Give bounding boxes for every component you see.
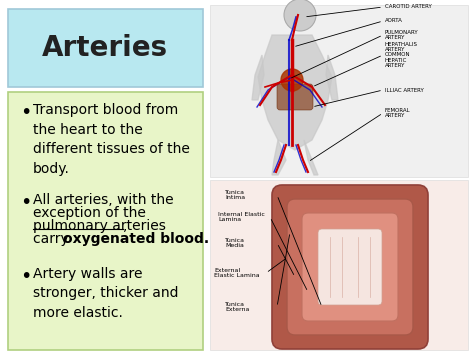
Text: Artery walls are
stronger, thicker and
more elastic.: Artery walls are stronger, thicker and m… <box>33 267 179 320</box>
Text: pulmonary arteries: pulmonary arteries <box>33 219 166 233</box>
Text: carry: carry <box>33 232 73 246</box>
Polygon shape <box>258 35 332 150</box>
Text: FEMORAL
ARTERY: FEMORAL ARTERY <box>385 108 410 118</box>
FancyBboxPatch shape <box>277 84 313 110</box>
Text: HEPATHALIS
ARTERY
COMMON
HEPATIC
ARTERY: HEPATHALIS ARTERY COMMON HEPATIC ARTERY <box>385 42 418 68</box>
Text: Transport blood from
the heart to the
different tissues of the
body.: Transport blood from the heart to the di… <box>33 103 190 175</box>
Text: Tunica
Externa: Tunica Externa <box>225 302 249 312</box>
Text: •: • <box>20 193 31 212</box>
Text: Arteries: Arteries <box>42 34 168 62</box>
Polygon shape <box>272 140 286 175</box>
FancyBboxPatch shape <box>8 92 203 350</box>
Text: CAROTID ARTERY: CAROTID ARTERY <box>385 5 432 10</box>
FancyBboxPatch shape <box>302 213 398 321</box>
Bar <box>210 180 468 350</box>
Circle shape <box>284 0 316 31</box>
Text: ILLIAC ARTERY: ILLIAC ARTERY <box>385 87 424 93</box>
FancyBboxPatch shape <box>287 199 413 335</box>
Text: All arteries, with the: All arteries, with the <box>33 193 173 207</box>
Polygon shape <box>304 140 318 175</box>
Text: exception of the: exception of the <box>33 206 146 220</box>
Text: Tunica
Media: Tunica Media <box>225 238 245 248</box>
Bar <box>210 5 468 177</box>
Text: AORTA: AORTA <box>385 18 403 23</box>
Text: oxygenated blood.: oxygenated blood. <box>63 232 209 246</box>
Polygon shape <box>252 55 264 100</box>
Text: •: • <box>20 267 31 286</box>
Text: PULMONARY
ARTERY: PULMONARY ARTERY <box>385 30 419 40</box>
Text: Tunica
Intima: Tunica Intima <box>225 190 245 200</box>
Text: ,: , <box>123 219 128 233</box>
Text: Internal Elastic
Lamina: Internal Elastic Lamina <box>218 212 265 222</box>
Text: •: • <box>20 103 31 122</box>
Circle shape <box>281 69 303 91</box>
FancyBboxPatch shape <box>272 185 428 349</box>
Text: External
Elastic Lamina: External Elastic Lamina <box>214 268 260 278</box>
Polygon shape <box>326 55 338 100</box>
FancyBboxPatch shape <box>8 9 203 87</box>
FancyBboxPatch shape <box>318 229 382 305</box>
